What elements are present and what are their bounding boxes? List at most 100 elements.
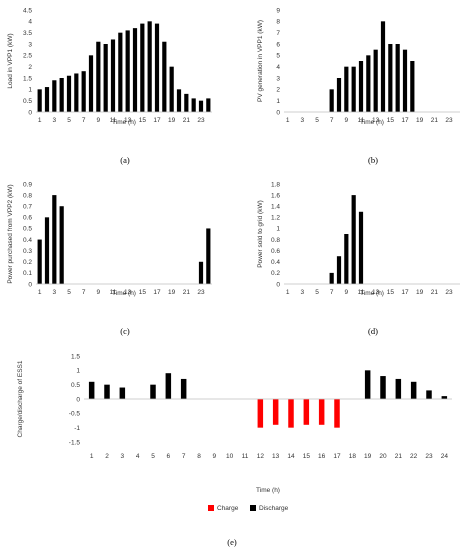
bar: [118, 32, 123, 112]
bar: [150, 384, 156, 399]
y-tick-label: 1.5: [71, 353, 80, 360]
y-tick-label: 1.5: [23, 75, 32, 82]
bar: [37, 239, 42, 284]
x-tick-label: 23: [197, 117, 205, 124]
bar: [380, 21, 386, 112]
bar: [380, 376, 386, 399]
bar: [366, 55, 371, 112]
x-tick-label: 1: [38, 117, 42, 124]
y-tick-label: 8: [276, 19, 280, 26]
bar: [66, 75, 72, 112]
y-tick-label: 0.5: [23, 98, 32, 105]
y-tick-label: 3.5: [23, 30, 32, 37]
x-tick-label: 19: [416, 117, 424, 124]
y-tick-label: 0.7: [23, 204, 32, 211]
y-tick-label: 0.6: [271, 248, 280, 255]
bar: [351, 66, 356, 112]
x-tick-label: 11: [110, 289, 117, 296]
x-tick-label: 3: [53, 117, 57, 124]
y-tick-label: 1: [276, 98, 280, 105]
x-tick-label: 3: [53, 289, 57, 296]
x-tick-label: 9: [345, 289, 349, 296]
x-tick-label: 9: [97, 117, 101, 124]
bar: [358, 211, 364, 284]
x-axis-title: Time (h): [112, 290, 136, 297]
x-tick-label: 19: [168, 289, 176, 296]
legend-swatch: [250, 505, 256, 511]
y-tick-label: 0.2: [271, 270, 280, 277]
x-axis-title: Time (h): [360, 119, 384, 126]
bar: [96, 41, 101, 112]
bar: [37, 89, 42, 112]
x-tick-label: 7: [82, 289, 86, 296]
bar: [288, 399, 294, 428]
y-tick-label: 0: [276, 109, 280, 116]
x-tick-label: 21: [183, 117, 191, 124]
y-tick-label: 1.2: [271, 215, 280, 222]
bar: [344, 66, 349, 112]
bar: [52, 80, 57, 112]
y-tick-label: 0.8: [23, 192, 32, 199]
chart-panel-e: -1.5-1-0.500.511.51 2 3 4 5 6 7 8 9 10 11 12 13 14 15 1…: [17, 353, 452, 547]
y-tick-label: 1: [276, 226, 280, 233]
bar: [162, 41, 167, 112]
x-tick-label: 7: [82, 117, 86, 124]
x-tick-label: 23: [425, 453, 433, 460]
bar: [272, 399, 279, 425]
x-tick-label: 5: [315, 289, 319, 296]
bar: [103, 44, 108, 112]
y-tick-label: 2.5: [23, 53, 32, 60]
x-axis-title: Time (h): [256, 487, 280, 494]
x-tick-label: 22: [410, 453, 418, 460]
bar: [81, 71, 86, 112]
y-tick-label: 1: [28, 87, 32, 94]
y-tick-label: 0.3: [23, 248, 32, 255]
y-axis-title: Load in VPP1 (kW): [7, 33, 14, 88]
bar: [364, 370, 371, 399]
chart-panel-a: 00.511.522.533.544.51 3 5 7 9 11 13 15 17 19 21 23T…: [7, 7, 212, 165]
bar: [154, 23, 160, 113]
x-tick-label: 8: [197, 453, 201, 460]
panel-label: (e): [227, 537, 237, 547]
bar: [336, 78, 342, 112]
y-tick-label: 9: [276, 7, 280, 14]
y-tick-label: 0.9: [23, 181, 32, 188]
bar: [198, 261, 204, 284]
x-tick-label: 11: [358, 117, 365, 124]
bar: [52, 195, 57, 284]
bar: [198, 100, 204, 112]
legend: Charge Discharge: [208, 505, 289, 512]
x-tick-label: 10: [226, 453, 234, 460]
bar: [441, 396, 448, 399]
bar: [147, 21, 152, 112]
panel-label: (b): [368, 155, 378, 165]
x-tick-label: 3: [301, 289, 305, 296]
y-tick-label: 0.6: [23, 215, 32, 222]
y-axis-title: Charge/discharge of ESS1: [17, 360, 24, 437]
y-tick-label: 3: [28, 41, 32, 48]
chart-panel-c: 00.10.20.30.40.50.60.70.80.91 3 5 7 9 11 13 15 1…: [7, 181, 212, 336]
x-tick-label: 9: [213, 453, 217, 460]
x-tick-label: 13: [124, 117, 132, 124]
panel-label: (a): [120, 155, 130, 165]
bar: [373, 49, 378, 112]
bar: [180, 378, 187, 399]
bar: [344, 234, 349, 284]
bar: [88, 55, 94, 112]
bar: [74, 73, 79, 112]
bar: [206, 228, 211, 284]
bar: [59, 78, 64, 112]
bar: [132, 28, 138, 113]
y-tick-label: 1.6: [271, 192, 280, 199]
bar: [169, 66, 174, 112]
y-tick-label: 4: [276, 64, 280, 71]
legend-label: Discharge: [259, 505, 289, 512]
y-tick-label: 0.8: [271, 237, 280, 244]
bar: [184, 93, 189, 112]
x-tick-label: 5: [315, 117, 319, 124]
x-tick-label: 13: [372, 117, 380, 124]
y-tick-label: 0.1: [23, 270, 32, 277]
bar: [44, 87, 50, 112]
